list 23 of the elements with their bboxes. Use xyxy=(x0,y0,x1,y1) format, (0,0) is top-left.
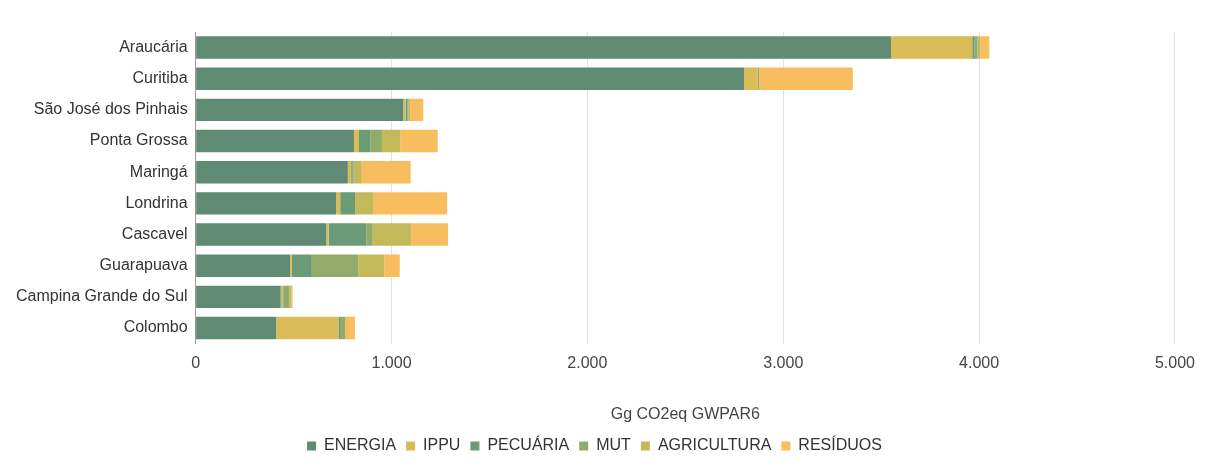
y-tick-label: Araucária xyxy=(119,37,188,55)
y-tick-label: Cascavel xyxy=(121,224,188,242)
legend-label: AGRICULTURA xyxy=(657,436,772,454)
x-tick-label: 2.000 xyxy=(567,353,608,371)
legend-label: IPPU xyxy=(423,436,461,454)
legend-label: MUT xyxy=(596,436,632,454)
x-axis-title: Gg CO2eq GWPAR6 xyxy=(610,404,760,422)
y-tick-label: Colombo xyxy=(123,318,188,336)
x-tick-label: 0 xyxy=(191,353,201,371)
y-tick-label: Ponta Grossa xyxy=(89,131,188,149)
x-tick-label: 1.000 xyxy=(371,353,412,371)
x-tick-label: 4.000 xyxy=(959,353,1000,371)
y-tick-label: Curitiba xyxy=(132,69,188,87)
x-tick-label: 5.000 xyxy=(1154,353,1196,371)
y-tick-label: Londrina xyxy=(125,193,188,211)
y-tick-label: Guarapuava xyxy=(99,256,188,274)
y-tick-label: São José dos Pinhais xyxy=(33,100,188,118)
legend-label: PECUÁRIA xyxy=(487,435,570,454)
y-tick-label: Maringá xyxy=(129,162,188,180)
legend-label: RESÍDUOS xyxy=(798,435,882,454)
x-tick-label: 3.000 xyxy=(763,353,804,371)
y-tick-label: Campina Grande do Sul xyxy=(16,287,188,305)
legend-label: ENERGIA xyxy=(324,436,397,454)
